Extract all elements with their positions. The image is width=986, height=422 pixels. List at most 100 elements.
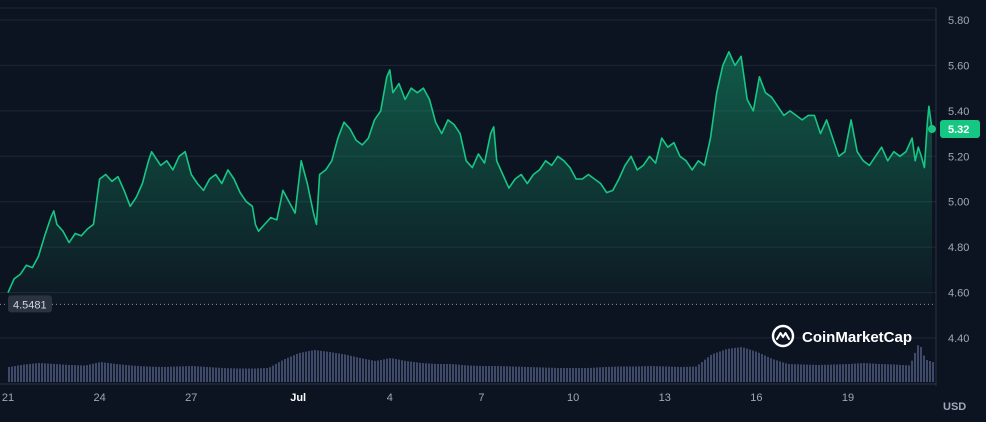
volume-bar (917, 345, 919, 382)
volume-bar (92, 363, 94, 382)
volume-bar (329, 352, 331, 382)
volume-bar (539, 367, 541, 382)
volume-bar (38, 363, 40, 382)
volume-bar (650, 366, 652, 382)
volume-bar (119, 364, 121, 382)
volume-bar (23, 364, 25, 382)
volume-bar (803, 364, 805, 382)
volume-bar (527, 366, 529, 382)
volume-bar (878, 363, 880, 382)
volume-bar (773, 359, 775, 382)
x-tick-label: 7 (478, 392, 484, 404)
volume-bar (218, 367, 220, 382)
volume-bar (416, 362, 418, 382)
volume-bar (395, 359, 397, 382)
volume-bar (392, 358, 394, 382)
volume-bar (770, 358, 772, 382)
volume-bar (845, 364, 847, 382)
volume-bar (140, 366, 142, 382)
volume-bar (29, 363, 31, 382)
volume-bar (209, 367, 211, 382)
volume-bar (428, 363, 430, 382)
volume-bar (683, 366, 685, 382)
volume-bar (371, 360, 373, 382)
volume-bar (488, 366, 490, 382)
volume-bar (491, 366, 493, 382)
volume-bar (248, 368, 250, 382)
volume-bar (32, 363, 34, 382)
volume-bar (464, 365, 466, 382)
volume-bar (425, 363, 427, 382)
volume-bar (173, 366, 175, 382)
volume-bar (590, 367, 592, 382)
volume-bar (290, 356, 292, 382)
volume-bar (896, 364, 898, 382)
volume-bar (662, 366, 664, 382)
volume-bar (515, 366, 517, 382)
volume-bar (323, 351, 325, 382)
volume-bar (911, 360, 913, 382)
volume-bar (284, 359, 286, 382)
volume-bar (287, 357, 289, 382)
volume-bar (131, 365, 133, 382)
volume-bar (566, 368, 568, 382)
x-tick-label: 21 (2, 392, 14, 404)
volume-bar (695, 366, 697, 382)
volume-bar (128, 365, 130, 382)
volume-bar (302, 352, 304, 382)
volume-bar (185, 366, 187, 382)
volume-bar (671, 366, 673, 382)
volume-bar (758, 352, 760, 382)
y-tick-label: 4.40 (948, 333, 969, 345)
volume-bar (929, 361, 931, 382)
volume-bar (212, 367, 214, 382)
volume-bar (419, 362, 421, 382)
brand-name: CoinMarketCap (802, 329, 912, 346)
volume-bar (83, 365, 85, 382)
volume-bar (332, 352, 334, 382)
y-axis: 5.80 5.60 5.40 5.20 5.00 4.80 4.60 4.40 (948, 15, 969, 345)
volume-bar (827, 364, 829, 382)
volume-bar (356, 357, 358, 382)
volume-bar (524, 366, 526, 382)
volume-bar (932, 362, 934, 382)
volume-bar (908, 365, 910, 382)
volume-bar (926, 360, 928, 382)
volume-bar (725, 349, 727, 382)
baseline-price-text: 4.5481 (13, 299, 47, 311)
volume-bar (104, 362, 106, 382)
volume-bar (689, 366, 691, 382)
currency-unit: USD (943, 401, 966, 413)
volume-bar (920, 347, 922, 382)
volume-bar (146, 366, 148, 382)
price-line (7, 51, 933, 293)
volume-bar (668, 366, 670, 382)
volume-bar (779, 361, 781, 382)
volume-bar (374, 360, 376, 382)
volume-bar (170, 366, 172, 382)
volume-bar (548, 367, 550, 382)
volume-bar (443, 364, 445, 382)
volume-bar (851, 363, 853, 382)
volume-bar (35, 363, 37, 382)
y-tick-label: 5.80 (948, 15, 969, 27)
volume-bar (215, 367, 217, 382)
current-price-dot (928, 125, 936, 134)
volume-bar (497, 366, 499, 382)
volume-bar (749, 349, 751, 382)
volume-bar (506, 366, 508, 382)
volume-bar (479, 365, 481, 382)
volume-bar (677, 366, 679, 382)
volume-bar (410, 361, 412, 382)
volume-bar (200, 366, 202, 382)
volume-bar (242, 368, 244, 382)
volume-bar (113, 363, 115, 382)
volume-bar (605, 366, 607, 382)
volume-bar (227, 368, 229, 382)
volume-bar (263, 368, 265, 382)
y-tick-label: 4.80 (948, 242, 969, 254)
volume-bar (362, 358, 364, 382)
volume-bar (467, 365, 469, 382)
volume-bar (455, 364, 457, 382)
